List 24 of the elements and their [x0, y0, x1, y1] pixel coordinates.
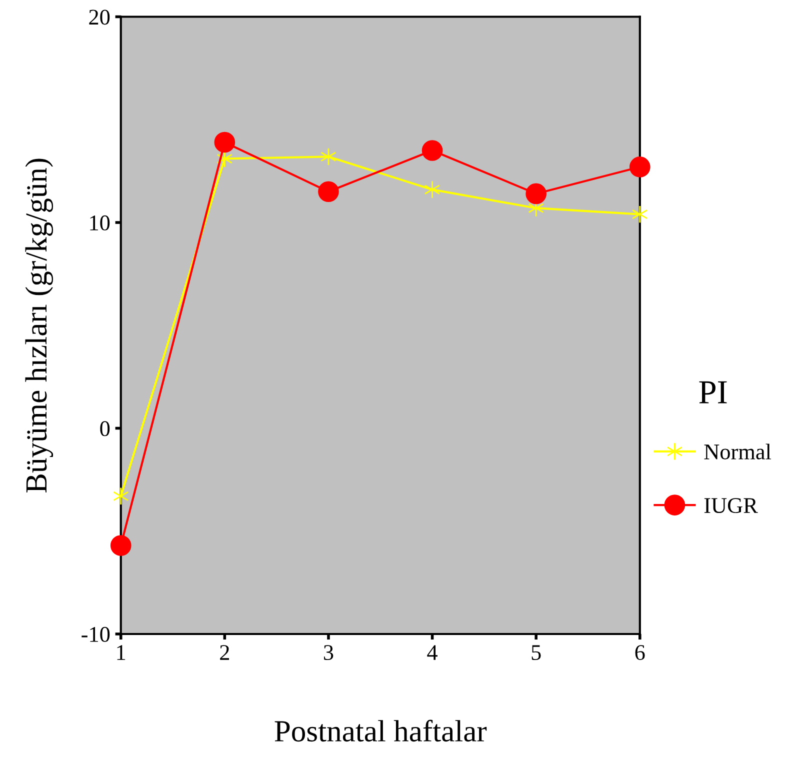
point — [629, 156, 650, 178]
point — [424, 180, 440, 199]
point — [318, 181, 339, 202]
y-tick-label: 0 — [100, 421, 110, 436]
point — [112, 487, 129, 506]
point — [632, 205, 648, 224]
legend-title: PI — [699, 381, 727, 404]
legend-label: IUGR — [704, 498, 758, 514]
x-tick-label: 4 — [427, 645, 438, 660]
point — [214, 132, 236, 153]
x-tick-label: 3 — [324, 645, 334, 660]
y-tick-label: 10 — [90, 215, 110, 230]
y-axis-title: Büyüme hızları (gr/kg/gün) — [25, 158, 54, 493]
point — [110, 535, 132, 556]
y-tick-label: -10 — [82, 626, 110, 642]
x-tick-label: 5 — [532, 645, 541, 660]
x-axis-title: Postnatal haftalar — [274, 720, 487, 742]
point — [422, 140, 443, 161]
point — [526, 183, 547, 204]
y-tick-label: 20 — [89, 10, 110, 25]
x-tick-label: 6 — [635, 645, 645, 660]
x-tick-label: 2 — [220, 645, 230, 660]
x-tick-label: 1 — [117, 645, 126, 660]
legend-label: Normal — [704, 444, 772, 460]
